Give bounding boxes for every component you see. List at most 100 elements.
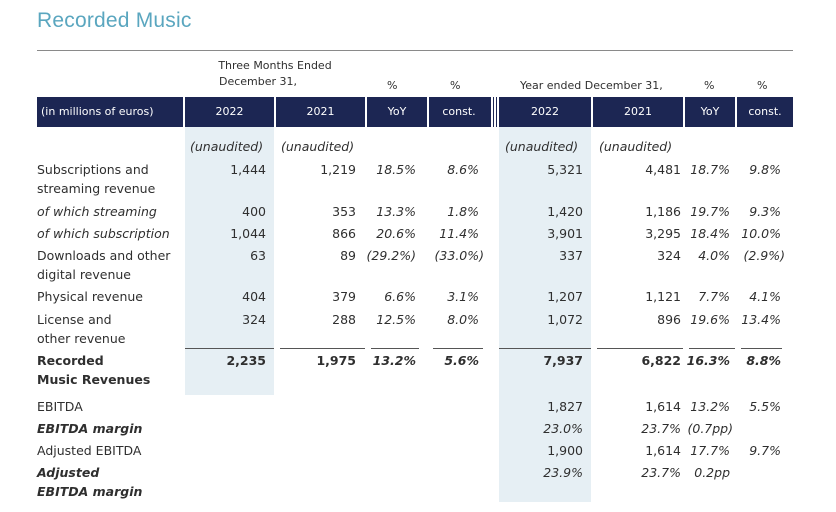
cell-value: 18.7% <box>690 162 730 177</box>
column-shade-q-2022 <box>185 127 274 395</box>
cell-value: 89 <box>340 248 356 263</box>
cell-value: 6,822 <box>641 353 681 368</box>
cell-value: (29.2%) <box>366 248 416 263</box>
cell-value: 19.6% <box>690 312 730 327</box>
cell-value: 3,295 <box>645 226 681 241</box>
row-label-downloads: Downloads and other digital revenue <box>37 246 170 284</box>
cell-value: 4.0% <box>698 248 730 263</box>
cell-value: 1,900 <box>547 443 583 458</box>
cell-value: 6.6% <box>384 289 416 304</box>
cell-value: 896 <box>657 312 681 327</box>
label-line: License and <box>37 312 112 327</box>
header-separator <box>683 97 685 127</box>
col-fy-2021: 2021 <box>624 105 652 118</box>
cell-value: 353 <box>332 204 356 219</box>
cell-value: 4,481 <box>645 162 681 177</box>
unaudited-fy-2022: (unaudited) <box>505 139 579 154</box>
cell-value: 9.8% <box>749 162 781 177</box>
cell-value: 13.2% <box>372 353 416 368</box>
header-separator <box>427 97 429 127</box>
cell-value: 337 <box>559 248 583 263</box>
cell-value: 4.1% <box>749 289 781 304</box>
cell-value: 13.3% <box>376 204 416 219</box>
cell-value: 1,207 <box>547 289 583 304</box>
three-months-header: Three Months Ended December 31, <box>185 59 365 88</box>
cell-value: 2,235 <box>226 353 266 368</box>
unaudited-q-2021: (unaudited) <box>281 139 355 154</box>
col-q-const: const. <box>442 105 476 118</box>
total-rule <box>433 348 483 349</box>
cell-value: 1.8% <box>447 204 479 219</box>
cell-value: 17.7% <box>690 443 730 458</box>
column-shade-fy-2022 <box>499 127 591 502</box>
row-label-adjusted-ebitda-margin: Adjusted EBITDA margin <box>37 463 142 501</box>
col-q-2021: 2021 <box>306 105 335 118</box>
cell-value: (0.7pp) <box>687 421 733 436</box>
total-rule <box>371 348 419 349</box>
total-rule <box>185 348 274 349</box>
row-label-physical: Physical revenue <box>37 289 143 304</box>
total-rule <box>280 348 365 349</box>
row-label-ebitda-margin: EBITDA margin <box>37 421 143 436</box>
cell-value: 3.1% <box>447 289 479 304</box>
pct-yoy-q-header: % <box>387 79 398 92</box>
cell-value: 1,072 <box>547 312 583 327</box>
pct-yoy-fy-header: % <box>704 79 715 92</box>
cell-value: 9.7% <box>749 443 781 458</box>
cell-value: 404 <box>242 289 266 304</box>
column-header-band <box>37 97 793 127</box>
cell-value: 7,937 <box>543 353 583 368</box>
cell-value: 11.4% <box>439 226 479 241</box>
header-separator <box>591 97 593 127</box>
total-rule <box>597 348 683 349</box>
three-months-line2: December 31, <box>218 75 298 88</box>
cell-value: 23.0% <box>543 421 583 436</box>
header-separator <box>365 97 367 127</box>
row-label-adjusted-ebitda: Adjusted EBITDA <box>37 443 142 458</box>
cell-value: 23.9% <box>543 465 583 480</box>
row-label-license: License and other revenue <box>37 310 125 348</box>
label-line: streaming revenue <box>37 181 156 196</box>
unit-label: (in millions of euros) <box>41 105 154 118</box>
title-divider <box>37 50 793 51</box>
label-line: Adjusted <box>37 465 100 480</box>
cell-value: 18.5% <box>376 162 416 177</box>
total-rule <box>689 348 735 349</box>
row-label-ebitda: EBITDA <box>37 399 83 414</box>
header-separator <box>497 97 499 127</box>
cell-value: 1,121 <box>645 289 681 304</box>
cell-value: 23.7% <box>641 465 681 480</box>
cell-value: 9.3% <box>749 204 781 219</box>
pct-const-q-header: % <box>450 79 461 92</box>
cell-value: 400 <box>242 204 266 219</box>
cell-value: (33.0%) <box>434 248 484 263</box>
cell-value: 1,827 <box>547 399 583 414</box>
cell-value: 1,420 <box>547 204 583 219</box>
row-label-of-which-subscription: of which subscription <box>37 226 170 241</box>
cell-value: 16.3% <box>686 353 730 368</box>
cell-value: 379 <box>332 289 356 304</box>
row-label-subscriptions: Subscriptions and streaming revenue <box>37 160 155 198</box>
label-line: Subscriptions and <box>37 162 149 177</box>
cell-value: 0.2pp <box>694 465 730 480</box>
cell-value: 12.5% <box>376 312 416 327</box>
cell-value: 19.7% <box>690 204 730 219</box>
cell-value: 1,975 <box>316 353 356 368</box>
cell-value: 8.0% <box>447 312 479 327</box>
col-q-yoy: YoY <box>387 105 407 118</box>
cell-value: 288 <box>332 312 356 327</box>
label-line: EBITDA margin <box>37 484 143 499</box>
three-months-line1: Three Months Ended <box>218 59 332 72</box>
col-q-2022: 2022 <box>215 105 244 118</box>
header-separator <box>494 97 496 127</box>
cell-value: 5.6% <box>444 353 479 368</box>
cell-value: 7.7% <box>698 289 730 304</box>
header-separator <box>491 97 493 127</box>
label-line: other revenue <box>37 331 126 346</box>
cell-value: 8.6% <box>447 162 479 177</box>
cell-value: 63 <box>250 248 266 263</box>
cell-value: 23.7% <box>641 421 681 436</box>
label-line: Downloads and other <box>37 248 171 263</box>
cell-value: 1,044 <box>230 226 266 241</box>
cell-value: 324 <box>657 248 681 263</box>
